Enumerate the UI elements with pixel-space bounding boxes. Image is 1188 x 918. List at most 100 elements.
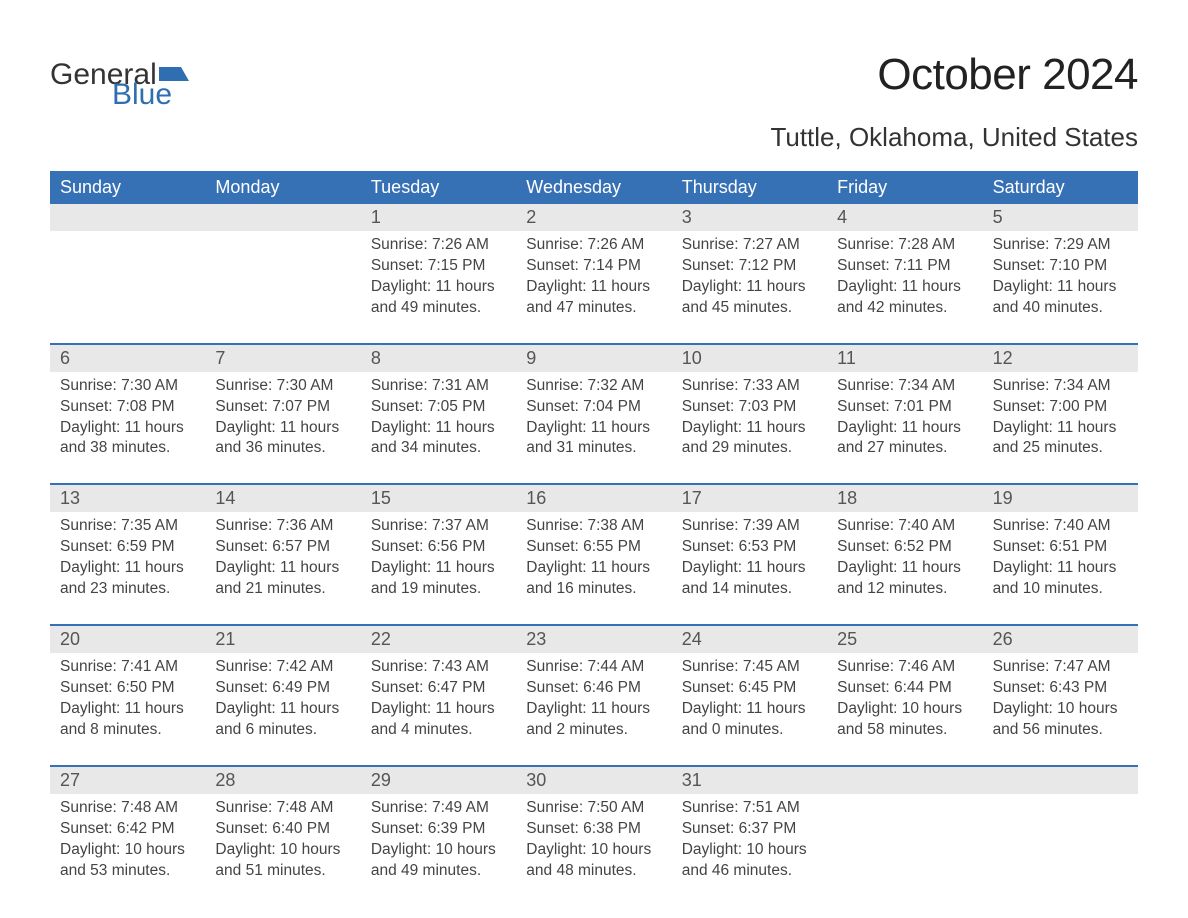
daylight-text-1: Daylight: 11 hours [993,277,1128,298]
calendar: Sunday Monday Tuesday Wednesday Thursday… [50,171,1138,905]
day-cell: Sunrise: 7:39 AMSunset: 6:53 PMDaylight:… [672,512,827,624]
sunset-text: Sunset: 7:00 PM [993,397,1128,418]
daylight-text-2: and 0 minutes. [682,720,817,741]
day-cell: Sunrise: 7:40 AMSunset: 6:52 PMDaylight:… [827,512,982,624]
day-cell: Sunrise: 7:38 AMSunset: 6:55 PMDaylight:… [516,512,671,624]
day-number: 27 [50,767,205,794]
sunrise-text: Sunrise: 7:47 AM [993,657,1128,678]
daylight-text-1: Daylight: 11 hours [993,558,1128,579]
day-number: 12 [983,345,1138,372]
daylight-text-1: Daylight: 11 hours [215,699,350,720]
daylight-text-2: and 23 minutes. [60,579,195,600]
daylight-text-2: and 21 minutes. [215,579,350,600]
daylight-text-2: and 49 minutes. [371,298,506,319]
sunset-text: Sunset: 6:56 PM [371,537,506,558]
day-cell: Sunrise: 7:34 AMSunset: 7:00 PMDaylight:… [983,372,1138,484]
sunset-text: Sunset: 7:07 PM [215,397,350,418]
daylight-text-2: and 14 minutes. [682,579,817,600]
sunrise-text: Sunrise: 7:26 AM [526,235,661,256]
day-number: 24 [672,626,827,653]
daylight-text-1: Daylight: 11 hours [682,277,817,298]
daylight-text-1: Daylight: 11 hours [60,418,195,439]
sunrise-text: Sunrise: 7:50 AM [526,798,661,819]
daylight-text-1: Daylight: 10 hours [837,699,972,720]
sunset-text: Sunset: 7:11 PM [837,256,972,277]
sunset-text: Sunset: 6:59 PM [60,537,195,558]
day-cell: Sunrise: 7:49 AMSunset: 6:39 PMDaylight:… [361,794,516,906]
day-cell: Sunrise: 7:32 AMSunset: 7:04 PMDaylight:… [516,372,671,484]
sunrise-text: Sunrise: 7:32 AM [526,376,661,397]
sunrise-text: Sunrise: 7:48 AM [60,798,195,819]
daynum-row: 13141516171819 [50,485,1138,512]
title-block: October 2024 [877,50,1138,100]
day-number: 6 [50,345,205,372]
week-block: 12345Sunrise: 7:26 AMSunset: 7:15 PMDayl… [50,204,1138,343]
day-number [50,204,205,231]
daynum-row: 6789101112 [50,345,1138,372]
day-number: 26 [983,626,1138,653]
sunset-text: Sunset: 6:44 PM [837,678,972,699]
daylight-text-2: and 48 minutes. [526,861,661,882]
sunset-text: Sunset: 6:38 PM [526,819,661,840]
sunset-text: Sunset: 7:08 PM [60,397,195,418]
month-title: October 2024 [877,50,1138,100]
daylight-text-1: Daylight: 11 hours [215,558,350,579]
sunrise-text: Sunrise: 7:27 AM [682,235,817,256]
sunrise-text: Sunrise: 7:26 AM [371,235,506,256]
daylight-text-1: Daylight: 10 hours [526,840,661,861]
sunset-text: Sunset: 6:42 PM [60,819,195,840]
day-number: 3 [672,204,827,231]
sunset-text: Sunset: 6:37 PM [682,819,817,840]
sunset-text: Sunset: 6:46 PM [526,678,661,699]
sunset-text: Sunset: 6:50 PM [60,678,195,699]
day-number: 1 [361,204,516,231]
day-number: 19 [983,485,1138,512]
data-row: Sunrise: 7:30 AMSunset: 7:08 PMDaylight:… [50,372,1138,484]
day-number: 4 [827,204,982,231]
daylight-text-1: Daylight: 11 hours [526,418,661,439]
daylight-text-2: and 56 minutes. [993,720,1128,741]
daylight-text-1: Daylight: 11 hours [60,558,195,579]
sunrise-text: Sunrise: 7:31 AM [371,376,506,397]
daylight-text-2: and 34 minutes. [371,438,506,459]
daylight-text-1: Daylight: 11 hours [837,277,972,298]
data-row: Sunrise: 7:26 AMSunset: 7:15 PMDaylight:… [50,231,1138,343]
daylight-text-2: and 2 minutes. [526,720,661,741]
day-number: 11 [827,345,982,372]
sunrise-text: Sunrise: 7:40 AM [837,516,972,537]
daylight-text-2: and 42 minutes. [837,298,972,319]
location: Tuttle, Oklahoma, United States [50,122,1138,153]
daylight-text-2: and 38 minutes. [60,438,195,459]
day-number [205,204,360,231]
day-header: Sunday [50,171,205,204]
sunrise-text: Sunrise: 7:30 AM [215,376,350,397]
sunset-text: Sunset: 6:43 PM [993,678,1128,699]
week-block: 13141516171819Sunrise: 7:35 AMSunset: 6:… [50,483,1138,624]
daylight-text-2: and 10 minutes. [993,579,1128,600]
daynum-row: 20212223242526 [50,626,1138,653]
day-cell: Sunrise: 7:42 AMSunset: 6:49 PMDaylight:… [205,653,360,765]
day-cell: Sunrise: 7:27 AMSunset: 7:12 PMDaylight:… [672,231,827,343]
daylight-text-1: Daylight: 10 hours [682,840,817,861]
day-number: 14 [205,485,360,512]
daylight-text-1: Daylight: 11 hours [371,558,506,579]
sunrise-text: Sunrise: 7:34 AM [993,376,1128,397]
sunrise-text: Sunrise: 7:45 AM [682,657,817,678]
sunset-text: Sunset: 7:12 PM [682,256,817,277]
day-number: 22 [361,626,516,653]
sunset-text: Sunset: 6:52 PM [837,537,972,558]
day-number: 17 [672,485,827,512]
day-cell: Sunrise: 7:40 AMSunset: 6:51 PMDaylight:… [983,512,1138,624]
sunrise-text: Sunrise: 7:49 AM [371,798,506,819]
daylight-text-1: Daylight: 10 hours [215,840,350,861]
daylight-text-2: and 51 minutes. [215,861,350,882]
sunrise-text: Sunrise: 7:33 AM [682,376,817,397]
daylight-text-1: Daylight: 10 hours [371,840,506,861]
day-number: 31 [672,767,827,794]
sunrise-text: Sunrise: 7:44 AM [526,657,661,678]
daylight-text-2: and 45 minutes. [682,298,817,319]
day-cell [827,794,982,906]
daylight-text-2: and 6 minutes. [215,720,350,741]
day-cell [205,231,360,343]
sunrise-text: Sunrise: 7:38 AM [526,516,661,537]
